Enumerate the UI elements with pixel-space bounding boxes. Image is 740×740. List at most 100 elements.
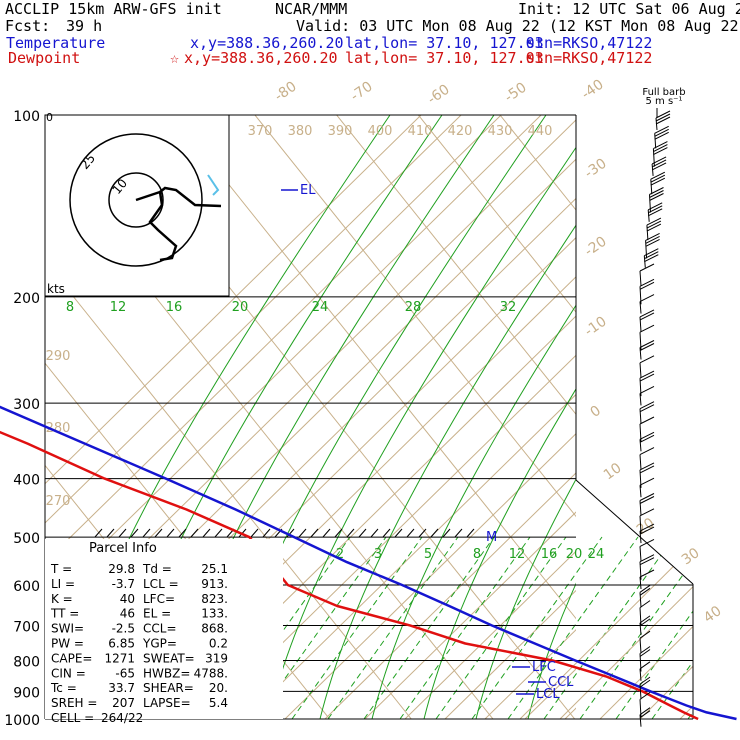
hodo-corner-label: 0 xyxy=(46,111,53,124)
hatch-mark xyxy=(118,528,127,538)
adiabat-line xyxy=(324,472,576,719)
hatch-mark xyxy=(430,528,439,538)
barb-flag xyxy=(639,676,651,685)
barb-flag xyxy=(645,238,660,247)
barb-flag xyxy=(639,554,655,563)
mixing-ratio-label-low: 24 xyxy=(588,547,605,562)
barb-flag xyxy=(639,615,651,624)
mixing-ratio-line xyxy=(219,536,351,719)
hatch-mark xyxy=(346,528,355,538)
hodo-trace-upper xyxy=(159,186,222,208)
sounding-profiles xyxy=(0,405,737,721)
pressure-tick-label: 500 xyxy=(13,531,40,547)
mixing-ratio-label-low: 5 xyxy=(424,547,432,562)
barb-flag xyxy=(639,679,651,688)
hodo-ring-outer xyxy=(69,133,203,267)
barb-flag xyxy=(649,193,664,201)
adiabat-line xyxy=(244,393,576,719)
barb-flag xyxy=(645,232,660,241)
barb-flag xyxy=(639,278,655,287)
parcel-value: 0.2 xyxy=(209,637,228,651)
mixing-ratio-label-low: 20 xyxy=(566,547,583,562)
isotherm-tick-label: 40 xyxy=(701,603,725,626)
mixing-ratio-label: 24 xyxy=(312,300,329,315)
hatch-mark xyxy=(190,528,199,538)
barb-flag xyxy=(651,162,667,171)
parcel-value: 133. xyxy=(201,607,228,621)
fcst-value: 39 h xyxy=(66,17,103,35)
pressure-tick-label: 800 xyxy=(13,654,40,670)
moist-adiabat xyxy=(371,304,576,719)
barb-flag xyxy=(647,202,663,211)
barb-flag xyxy=(639,496,655,504)
hatch-mark xyxy=(202,528,211,538)
barb-flag xyxy=(639,340,655,348)
parcel-info-box: Parcel Info T = 29.8 Td = 25.1 LI = -3.7 LCL = 9… xyxy=(45,539,283,725)
parcel-label: CIN = xyxy=(51,666,86,680)
barb-flag xyxy=(639,312,655,321)
isotherm-tick-label: 30 xyxy=(679,545,703,568)
hatch-mark xyxy=(154,528,163,538)
parcel-label: SREH = xyxy=(51,696,97,710)
temperature-profile xyxy=(0,405,737,721)
mixing-ratio-label-low: 8 xyxy=(473,547,481,562)
dewpoint-star-icon: ☆ xyxy=(170,49,180,67)
barb-flag xyxy=(639,649,651,657)
barb-legend-title: Full barb xyxy=(642,87,685,98)
moist-adiabat xyxy=(267,146,576,719)
barb-flag xyxy=(655,110,671,119)
hatch-mark xyxy=(130,528,139,538)
hodo-trace-top xyxy=(207,174,220,196)
parcel-value: 25.1 xyxy=(201,562,228,576)
adiabat-line xyxy=(364,511,576,719)
barb-flag xyxy=(655,116,671,125)
hodo-trace xyxy=(135,190,178,262)
adiabat-line xyxy=(564,707,576,719)
annotation-lfc: LFC xyxy=(532,660,556,675)
isotherm-tick-label: 10 xyxy=(601,460,625,483)
mixing-ratio-line xyxy=(363,536,495,719)
barb-staff xyxy=(639,362,642,378)
mixing-ratio-line xyxy=(471,536,603,719)
parcel-label: SWEAT= xyxy=(143,651,195,665)
pressure-tick-label: 300 xyxy=(13,397,40,413)
parcel-value: 20. xyxy=(209,681,228,695)
barb-flag xyxy=(639,309,655,318)
barb-staff xyxy=(639,439,642,452)
fcst-label: Fcst: xyxy=(5,17,51,35)
parcel-label: LCL = xyxy=(143,577,179,591)
mixing-ratio-label: 16 xyxy=(166,300,183,315)
parcel-label: CELL = xyxy=(51,711,94,725)
mixing-ratio-line xyxy=(255,536,387,719)
hatch-mark xyxy=(418,528,427,538)
theta-tick-label: 420 xyxy=(448,124,473,139)
barb-flag xyxy=(639,508,655,517)
mixing-ratio-label: 8 xyxy=(66,300,74,315)
barb-staff xyxy=(639,270,642,287)
isotherm-line xyxy=(172,115,576,620)
legend-temperature: Temperature xyxy=(6,34,106,52)
barb-flag xyxy=(639,710,651,719)
adiabat-line xyxy=(45,115,462,524)
barb-flag xyxy=(650,171,666,180)
isotherm-tick-label: -40 xyxy=(579,77,607,103)
mixing-ratio-label: 20 xyxy=(232,300,249,315)
hatch-mark xyxy=(142,528,151,538)
theta-tick-label: 370 xyxy=(248,124,273,139)
isotherm-tick-label: -50 xyxy=(502,80,530,106)
hatch-mark xyxy=(214,528,223,538)
isotherm-tick-label: -60 xyxy=(425,82,453,108)
barb-flag xyxy=(639,523,655,532)
barb-staff xyxy=(639,393,642,406)
hatch-mark xyxy=(454,528,463,538)
barb-staff xyxy=(639,622,642,635)
barb-flag xyxy=(644,251,659,260)
parcel-value: 29.8 xyxy=(108,562,135,576)
pressure-tick-label: 200 xyxy=(13,291,40,307)
barb-flag xyxy=(639,416,655,425)
theta-tick-label: 390 xyxy=(328,124,353,139)
barb-flag xyxy=(639,373,655,382)
adiabat-ext xyxy=(559,519,693,719)
barb-flag xyxy=(639,707,651,716)
